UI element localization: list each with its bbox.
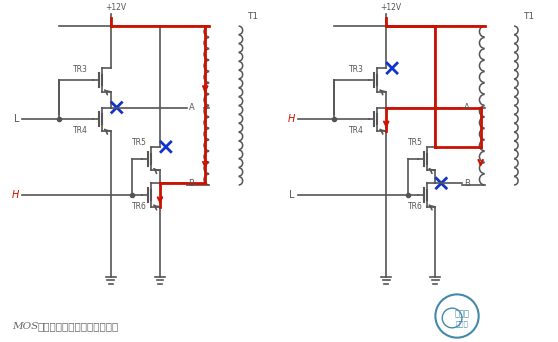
Text: A: A — [189, 103, 194, 112]
Text: B: B — [189, 179, 194, 188]
Text: H: H — [287, 114, 295, 124]
Text: A: A — [464, 103, 470, 112]
Text: L: L — [14, 114, 20, 124]
Text: MOS: MOS — [12, 322, 39, 331]
Text: TR6: TR6 — [132, 202, 147, 211]
Text: TR6: TR6 — [408, 202, 423, 211]
Text: +12V: +12V — [105, 3, 126, 12]
Text: TR4: TR4 — [74, 126, 88, 135]
Text: B: B — [464, 179, 470, 188]
Text: TR4: TR4 — [349, 126, 364, 135]
Text: 百月辰: 百月辰 — [455, 320, 468, 327]
Text: TR5: TR5 — [132, 138, 147, 147]
Text: 场效应管电路部分的工作过程: 场效应管电路部分的工作过程 — [37, 321, 118, 331]
Text: 百月辰: 百月辰 — [454, 310, 469, 318]
Text: H: H — [12, 190, 20, 200]
Text: TR5: TR5 — [408, 138, 423, 147]
Text: T1: T1 — [248, 12, 259, 21]
Text: TR3: TR3 — [349, 65, 364, 74]
Text: T1: T1 — [523, 12, 534, 21]
Text: TR3: TR3 — [74, 65, 88, 74]
Text: +12V: +12V — [381, 3, 401, 12]
Text: L: L — [289, 190, 295, 200]
